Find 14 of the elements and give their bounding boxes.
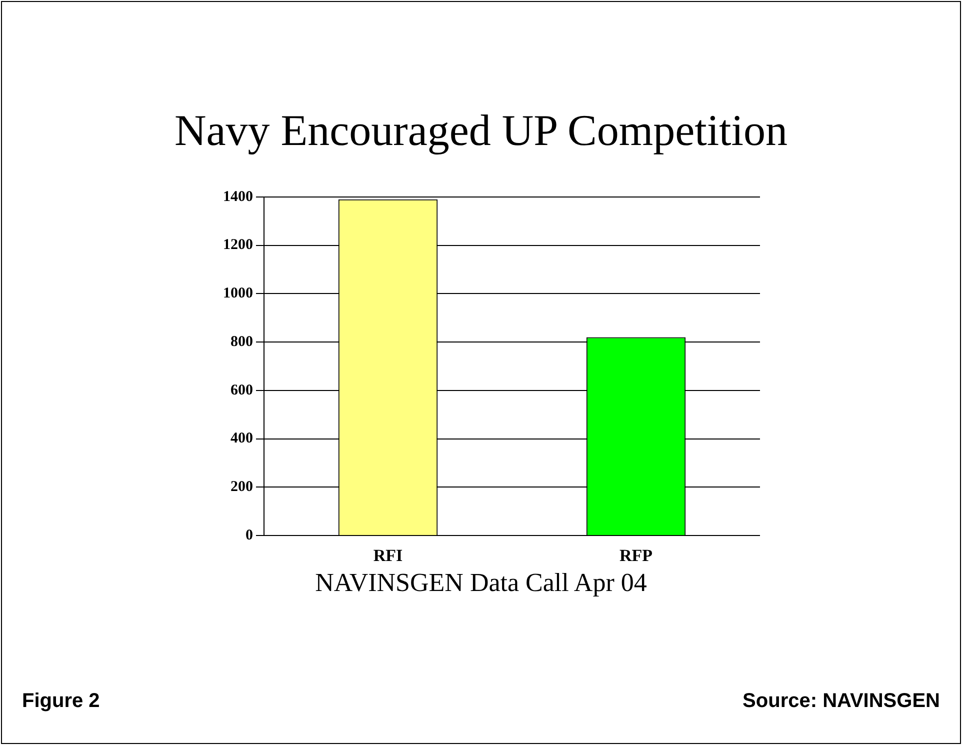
y-tick-label: 1200 bbox=[223, 237, 253, 254]
y-tick-label: 1000 bbox=[223, 286, 253, 302]
y-tick-label: 800 bbox=[230, 334, 253, 350]
x-tick-label: RFI bbox=[373, 546, 404, 566]
caption: Figure 2 bbox=[22, 690, 100, 713]
chart-title: Navy Encouraged UP Competition bbox=[173, 105, 789, 156]
y-tick-label: 200 bbox=[230, 479, 253, 496]
x-axis-title: NAVINSGEN Data Call Apr 04 bbox=[314, 568, 648, 598]
y-tick-label: 600 bbox=[230, 382, 253, 398]
x-tick-label: RFP bbox=[619, 546, 653, 566]
y-tick-label: 0 bbox=[246, 527, 253, 544]
y-tick-label: 1400 bbox=[223, 188, 253, 205]
y-tick-label: 400 bbox=[230, 430, 253, 447]
source-note: Source: NAVINSGEN bbox=[742, 690, 940, 713]
